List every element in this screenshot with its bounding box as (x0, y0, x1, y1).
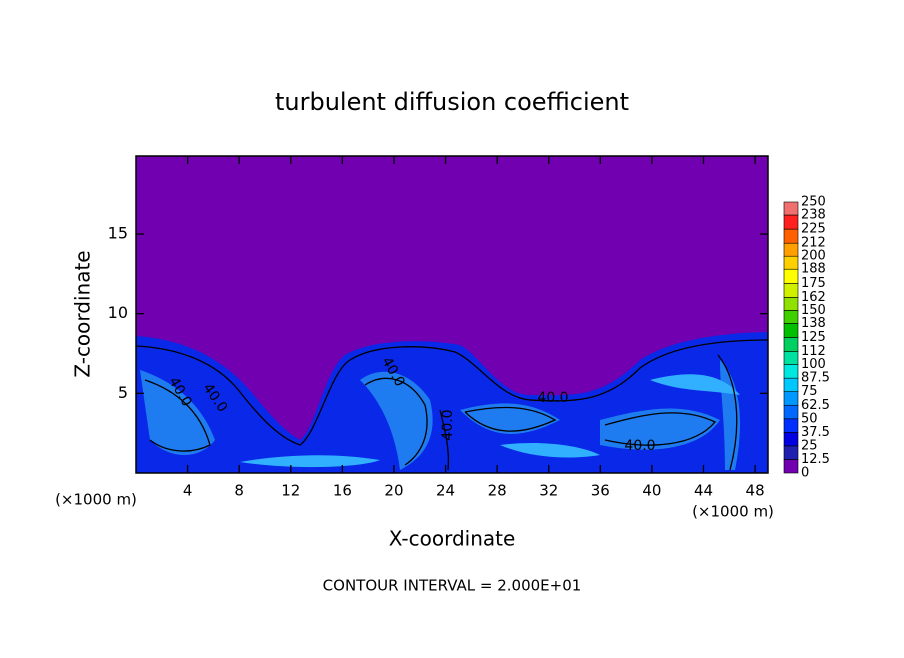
contour-label: 40.0 (624, 438, 655, 454)
x-tick-label: 32 (539, 482, 558, 500)
x-unit-label: (×1000 m) (55, 491, 137, 509)
x-tick-label: 16 (333, 482, 352, 500)
colorbar-label: 50 (801, 411, 818, 426)
colorbar-bin (783, 228, 799, 244)
colorbar-bin (783, 297, 799, 311)
colorbar-bin (783, 404, 799, 420)
x-tick-label: 48 (746, 482, 765, 500)
x-tick-label: 24 (436, 482, 455, 500)
x-tick-label: 40 (642, 482, 661, 500)
contour-label: 40.0 (537, 390, 568, 406)
y-axis-title: Z-coordinate (71, 250, 95, 377)
colorbar-label: 0 (801, 466, 809, 481)
colorbar-bin (783, 377, 799, 392)
x-tick-label: 8 (234, 482, 244, 500)
colorbar-bin (783, 459, 799, 474)
colorbar-label: 200 (801, 249, 826, 264)
colorbar-label: 37.5 (801, 425, 830, 440)
colorbar-bin (783, 391, 799, 406)
colorbar-label: 238 (801, 208, 826, 223)
colorbar-label: 225 (801, 222, 826, 237)
x-tick-label: 44 (694, 482, 713, 500)
colorbar-label: 62.5 (801, 398, 830, 413)
note: CONTOUR INTERVAL = 2.000E+01 (323, 577, 582, 595)
colorbar-label: 250 (801, 195, 826, 210)
colorbar-bin (783, 282, 799, 298)
colorbar-label: 25 (801, 438, 818, 453)
colorbar-bin (783, 268, 799, 284)
colorbar-bin (783, 337, 799, 352)
colorbar-label: 188 (801, 262, 826, 277)
colorbar-bin (783, 418, 799, 433)
colorbar-bin (783, 310, 799, 324)
x-tick-label: 4 (183, 482, 193, 500)
colorbar-label: 138 (801, 316, 826, 331)
x-tick-label: 36 (591, 482, 610, 500)
colorbar-bin (783, 351, 799, 365)
colorbar-bin (783, 201, 799, 216)
y-tick-label: 5 (118, 383, 128, 402)
colorbar-bin (783, 364, 799, 379)
colorbar-bin (783, 255, 799, 270)
x-tick-label: 20 (384, 482, 403, 500)
plot-frame (135, 155, 769, 474)
y-tick-label: 15 (108, 224, 128, 243)
colorbar-bin (783, 432, 799, 447)
contours (135, 339, 769, 471)
colorbar-label: 212 (801, 236, 826, 251)
colorbar-label: 112 (801, 344, 826, 359)
colorbar-label: 12.5 (801, 452, 830, 467)
colorbar-bin (783, 242, 799, 257)
x-unit-label: (×1000 m) (692, 503, 774, 521)
colorbar-label: 75 (801, 384, 818, 399)
colorbar-label: 125 (801, 330, 826, 345)
colorbar-label: 150 (801, 303, 826, 318)
field-swirl (240, 374, 740, 468)
x-tick-label: 12 (281, 482, 300, 500)
chart-title: turbulent diffusion coefficient (275, 88, 629, 116)
colorbar-label: 100 (801, 357, 826, 372)
colorbar-label: 175 (801, 276, 826, 291)
colorbar-label: 87.5 (801, 371, 830, 386)
colorbar-label: 162 (801, 290, 826, 305)
colorbar-bin (783, 445, 799, 460)
y-tick-label: 10 (108, 303, 128, 322)
colorbar-bin (783, 214, 799, 230)
field (135, 156, 769, 473)
contour-label: 40.0 (440, 409, 456, 440)
x-axis-title: X-coordinate (389, 527, 516, 551)
x-tick-label: 28 (488, 482, 507, 500)
colorbar-bin (783, 323, 799, 338)
